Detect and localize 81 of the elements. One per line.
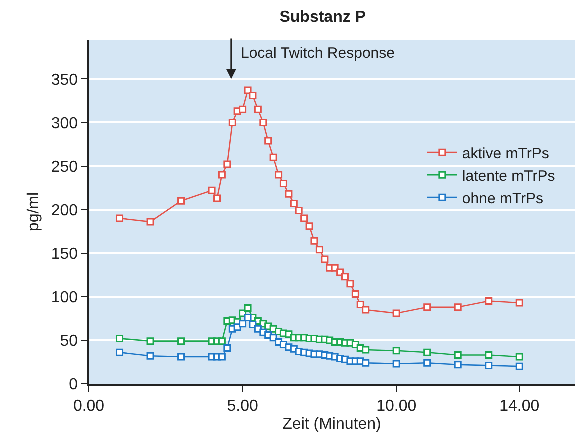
y-tick-label: 300: [51, 115, 78, 132]
y-tick-label: 350: [51, 72, 78, 89]
legend-label: latente mTrPs: [462, 168, 556, 185]
point: [516, 299, 524, 307]
point: [244, 304, 252, 312]
point: [454, 352, 462, 360]
point: [516, 353, 524, 361]
point: [300, 214, 308, 222]
point: [178, 353, 186, 361]
x-tick-label: 10.00: [376, 398, 417, 415]
point: [270, 154, 278, 162]
y-tick-label: 0: [69, 376, 78, 394]
point: [260, 118, 268, 126]
point: [239, 320, 247, 328]
point: [356, 301, 364, 308]
point: [146, 218, 154, 226]
point: [116, 348, 124, 356]
point: [392, 347, 400, 355]
point: [224, 344, 232, 352]
point: [270, 334, 278, 342]
point: [178, 338, 186, 346]
point: [516, 362, 524, 370]
point: [218, 171, 226, 179]
point: [310, 237, 318, 245]
annotation: Local Twitch Response: [241, 45, 395, 62]
point: [218, 353, 226, 361]
point: [392, 310, 400, 318]
point: [454, 304, 462, 312]
point: [116, 334, 124, 342]
point: [244, 314, 252, 322]
legend-label: ohne mTrPs: [462, 190, 544, 208]
point: [254, 106, 262, 114]
point: [424, 348, 432, 356]
y-tick-label: 50: [60, 333, 78, 350]
point: [392, 360, 400, 368]
point: [116, 214, 124, 222]
y-tick-label: 150: [51, 246, 78, 263]
point: [239, 106, 247, 114]
y-axis-title: pg/ml: [26, 192, 43, 232]
point: [280, 180, 288, 188]
point: [331, 264, 339, 272]
point: [285, 190, 293, 198]
y-tick-label: 250: [51, 158, 78, 176]
y-tick-label: 200: [51, 202, 78, 220]
point: [295, 206, 303, 214]
point: [485, 352, 493, 360]
point: [249, 92, 257, 100]
x-tick-label: 0.00: [73, 398, 105, 415]
point: [362, 306, 370, 314]
point: [362, 359, 370, 367]
x-tick-label: 14.00: [500, 398, 540, 415]
point: [424, 304, 432, 312]
point: [485, 298, 493, 306]
point: [178, 197, 186, 205]
point: [454, 361, 462, 369]
point: [316, 246, 324, 254]
point: [275, 171, 283, 179]
point: [346, 280, 354, 288]
point: [485, 362, 493, 370]
point: [146, 338, 154, 346]
point: [321, 256, 329, 264]
point: [146, 352, 154, 360]
legend-label: aktive mTrPs: [462, 145, 550, 162]
point: [424, 359, 432, 367]
chart-title: Substanz P: [280, 9, 366, 26]
point: [208, 186, 216, 194]
point: [352, 290, 360, 298]
point: [306, 222, 314, 230]
point: [290, 200, 298, 208]
point: [341, 273, 349, 281]
x-tick-label: 5.00: [227, 398, 258, 415]
point: [228, 118, 236, 126]
point: [249, 321, 257, 329]
point: [264, 137, 272, 145]
point: [218, 338, 226, 346]
point: [362, 346, 370, 354]
point: [244, 86, 252, 94]
point: [214, 194, 222, 202]
x-axis-title: Zeit (Minuten): [282, 416, 382, 434]
y-tick-label: 100: [51, 290, 78, 307]
point: [224, 160, 232, 168]
